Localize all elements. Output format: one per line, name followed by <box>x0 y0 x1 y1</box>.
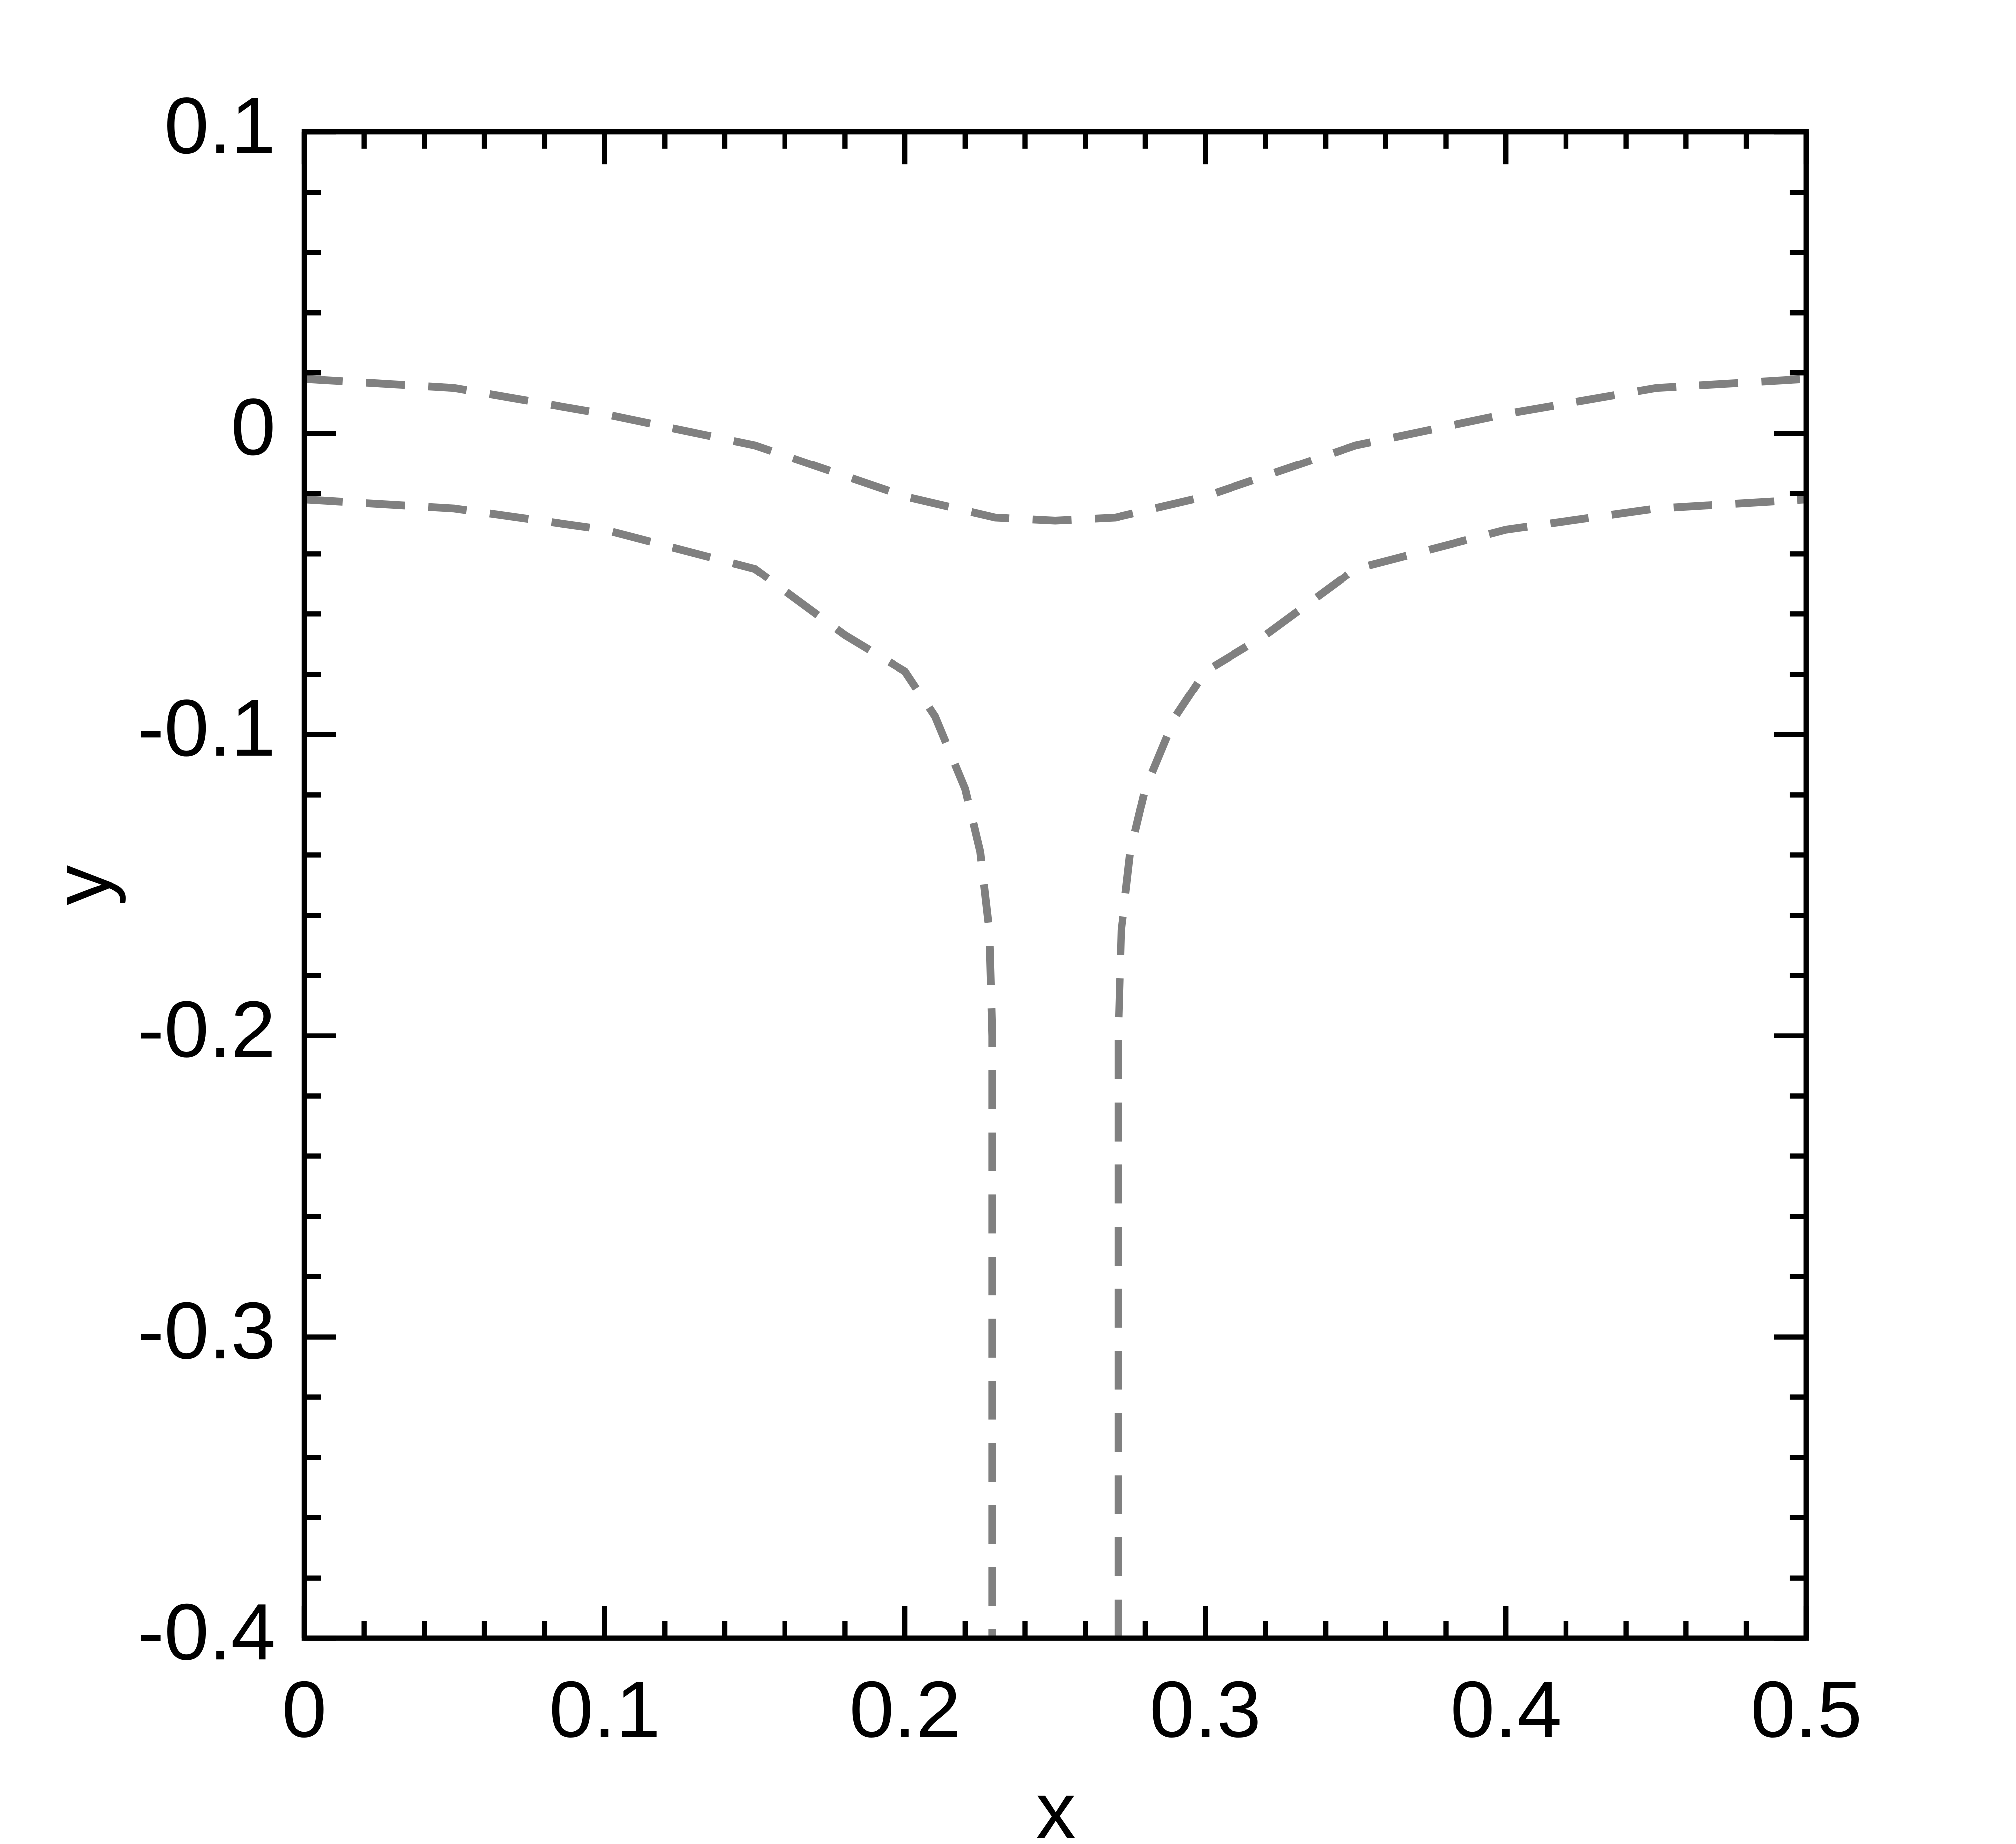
y-tick-label: -0.1 <box>137 684 276 773</box>
y-tick-label: 0.1 <box>164 81 276 171</box>
plot-frame <box>301 129 1809 1641</box>
y-tick-label: 0 <box>231 382 276 472</box>
y-tick-label: -0.3 <box>137 1286 276 1376</box>
x-axis-label: x <box>1036 1766 1076 1844</box>
y-tick-label: -0.4 <box>137 1587 276 1677</box>
data-line <box>1114 495 1807 1638</box>
x-tick-label: 0.2 <box>849 1665 961 1754</box>
x-tick-label: 0 <box>282 1665 327 1754</box>
y-tick-label: -0.2 <box>137 985 276 1074</box>
data-line <box>304 375 1807 525</box>
x-tick-label: 0.3 <box>1150 1665 1261 1754</box>
x-tick-label: 0.1 <box>549 1665 661 1754</box>
x-tick-label: 0.4 <box>1450 1665 1562 1754</box>
x-tick-label: 0.5 <box>1751 1665 1862 1754</box>
y-axis-label: y <box>37 865 126 905</box>
data-line <box>304 495 996 1638</box>
